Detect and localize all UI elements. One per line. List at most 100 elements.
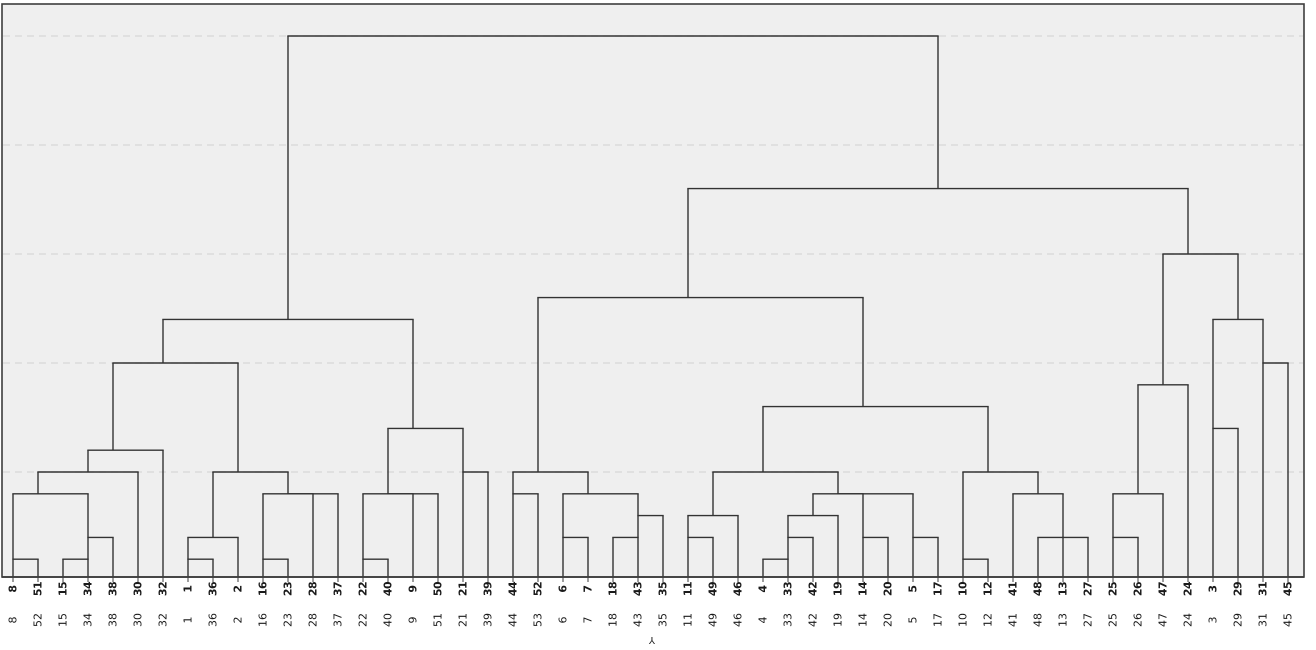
- leaf-label-row2: 38: [106, 613, 120, 627]
- leaf-label-row1: 19: [831, 581, 845, 597]
- leaf-label-row2: 11: [681, 613, 695, 627]
- leaf-label-row2: 3: [1206, 616, 1220, 624]
- leaf-label-row2: 42: [806, 613, 820, 627]
- leaf-label-row1: 10: [956, 581, 970, 597]
- leaf-label-row1: 28: [306, 581, 320, 597]
- leaf-label-row1: 32: [156, 581, 170, 597]
- leaf-label-row1: 45: [1281, 581, 1295, 597]
- leaf-label-row2: 23: [281, 613, 295, 627]
- leaf-label-row1: 11: [681, 581, 695, 597]
- leaf-label-row2: 40: [381, 613, 395, 627]
- leaf-label-row2: 24: [1181, 613, 1195, 627]
- leaf-label-row2: 49: [706, 613, 720, 627]
- leaf-label-row2: 9: [406, 616, 420, 624]
- leaf-label-row2: 33: [781, 613, 795, 627]
- leaf-label-row1: 17: [931, 581, 945, 597]
- leaf-label-row1: 29: [1231, 581, 1245, 597]
- leaf-label-row2: 13: [1056, 613, 1070, 627]
- leaf-label-row2: 2: [231, 616, 245, 624]
- leaf-label-row2: 52: [31, 613, 45, 627]
- leaf-label-row1: 34: [81, 581, 95, 597]
- leaf-label-row1: 47: [1156, 581, 1170, 597]
- leaf-label-row1: 46: [731, 581, 745, 597]
- leaf-label-row1: 13: [1056, 581, 1070, 597]
- leaf-label-row2: 51: [431, 613, 445, 627]
- leaf-label-row2: 18: [606, 613, 620, 627]
- leaf-label-row2: 20: [881, 613, 895, 627]
- leaf-label-row1: 8: [6, 585, 20, 593]
- leaf-label-row2: 39: [481, 613, 495, 627]
- leaf-label-row1: 37: [331, 581, 345, 597]
- leaf-label-row1: 6: [556, 585, 570, 593]
- leaf-label-row2: 1: [181, 616, 195, 624]
- leaf-label-row2: 12: [981, 613, 995, 627]
- leaf-label-row1: 5: [906, 585, 920, 593]
- leaf-label-row1: 49: [706, 581, 720, 597]
- leaf-label-row2: 41: [1006, 613, 1020, 627]
- leaf-label-row2: 27: [1081, 613, 1095, 627]
- leaf-label-row2: 37: [331, 613, 345, 627]
- leaf-label-row1: 30: [131, 581, 145, 597]
- leaf-label-row1: 16: [256, 581, 270, 597]
- leaf-label-row1: 18: [606, 581, 620, 597]
- leaf-label-row2: 14: [856, 613, 870, 627]
- leaf-label-row1: 35: [656, 581, 670, 597]
- leaf-label-row1: 48: [1031, 581, 1045, 597]
- x-axis-marker: Y: [648, 634, 656, 645]
- leaf-label-row1: 26: [1131, 581, 1145, 597]
- leaf-label-row1: 15: [56, 581, 70, 597]
- leaf-label-row2: 46: [731, 613, 745, 627]
- leaf-label-row1: 42: [806, 581, 820, 597]
- leaf-label-row1: 31: [1256, 581, 1270, 597]
- leaf-label-row2: 10: [956, 613, 970, 627]
- leaf-label-row2: 47: [1156, 613, 1170, 627]
- leaf-label-row2: 45: [1281, 613, 1295, 627]
- leaf-label-row2: 32: [156, 613, 170, 627]
- leaf-label-row1: 27: [1081, 581, 1095, 597]
- leaf-label-row1: 12: [981, 581, 995, 597]
- leaf-label-row2: 21: [456, 613, 470, 627]
- leaf-label-row2: 7: [581, 616, 595, 624]
- leaf-label-row1: 52: [531, 581, 545, 597]
- leaf-label-row1: 51: [31, 581, 45, 597]
- leaf-label-row1: 36: [206, 581, 220, 597]
- leaf-label-row2: 28: [306, 613, 320, 627]
- leaf-label-row1: 40: [381, 581, 395, 597]
- leaf-label-row2: 36: [206, 613, 220, 627]
- leaf-label-row1: 9: [406, 585, 420, 593]
- leaf-label-row1: 39: [481, 581, 495, 597]
- leaf-label-row1: 14: [856, 581, 870, 597]
- leaf-label-row1: 50: [431, 581, 445, 597]
- leaf-label-row1: 4: [756, 585, 770, 593]
- leaf-label-row2: 5: [906, 616, 920, 624]
- leaf-label-row1: 7: [581, 585, 595, 593]
- leaf-label-row2: 19: [831, 613, 845, 627]
- leaf-label-row2: 29: [1231, 613, 1245, 627]
- leaf-label-row1: 41: [1006, 581, 1020, 597]
- leaf-label-row1: 3: [1206, 585, 1220, 593]
- leaf-label-row2: 30: [131, 613, 145, 627]
- leaf-label-row1: 44: [506, 581, 520, 597]
- leaf-label-row2: 43: [631, 613, 645, 627]
- leaf-label-row1: 1: [181, 585, 195, 593]
- leaf-label-row1: 2: [231, 585, 245, 593]
- leaf-label-row1: 25: [1106, 581, 1120, 597]
- leaf-label-row1: 21: [456, 581, 470, 597]
- leaf-label-row1: 38: [106, 581, 120, 597]
- leaf-label-row2: 53: [531, 613, 545, 627]
- leaf-label-row1: 22: [356, 581, 370, 597]
- leaf-label-row2: 16: [256, 613, 270, 627]
- leaf-label-row2: 31: [1256, 613, 1270, 627]
- leaf-label-row2: 4: [756, 616, 770, 624]
- leaf-label-row1: 33: [781, 581, 795, 597]
- leaf-label-row1: 20: [881, 581, 895, 597]
- leaf-label-row1: 24: [1181, 581, 1195, 597]
- leaf-label-row2: 25: [1106, 613, 1120, 627]
- leaf-label-row2: 35: [656, 613, 670, 627]
- leaf-label-row2: 48: [1031, 613, 1045, 627]
- leaf-label-row2: 44: [506, 613, 520, 627]
- leaf-label-row2: 8: [6, 616, 20, 624]
- leaf-label-row2: 17: [931, 613, 945, 627]
